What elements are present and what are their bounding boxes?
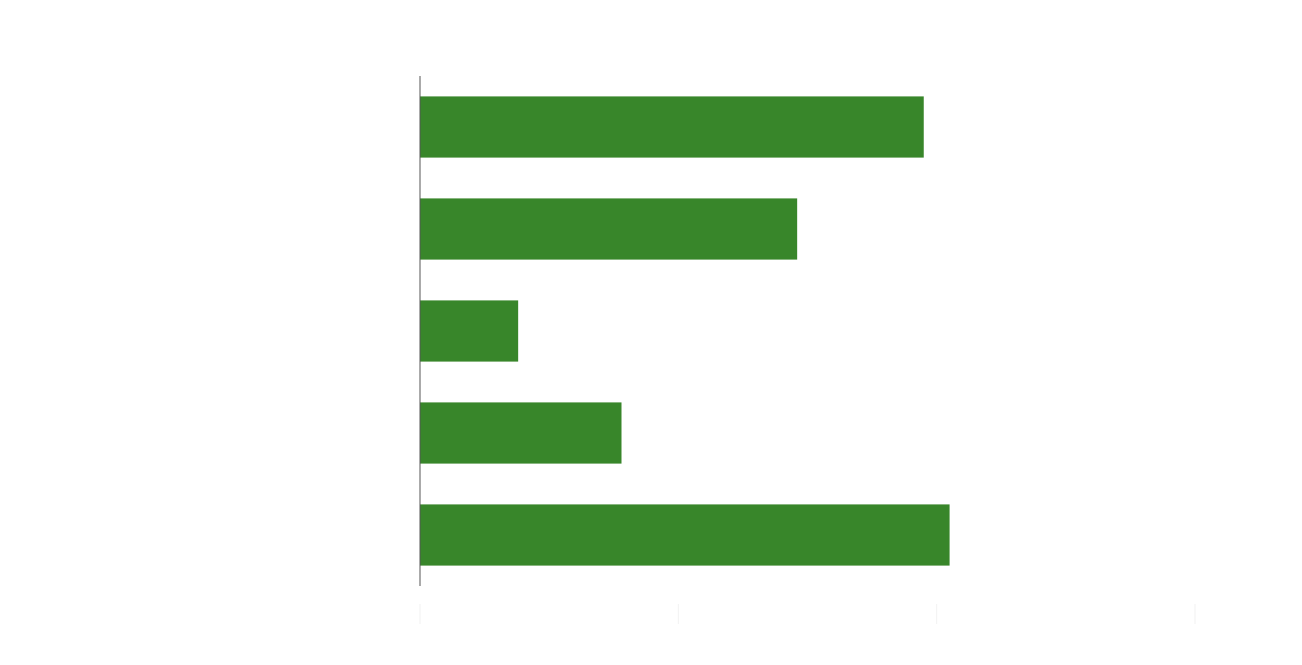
x-ticks-group [419, 604, 1196, 624]
bar-1 [420, 96, 924, 158]
bar-3 [420, 300, 519, 362]
bar-2 [420, 198, 798, 260]
bar-5 [420, 504, 950, 566]
bar-4 [420, 402, 622, 464]
bars-group [420, 96, 950, 566]
